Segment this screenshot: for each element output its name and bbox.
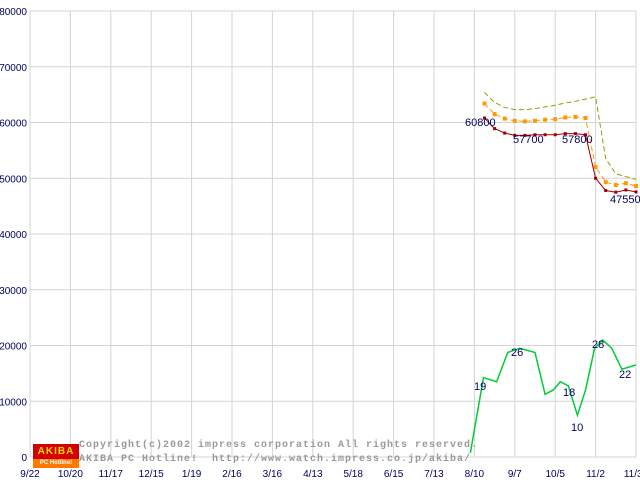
shop-count-line bbox=[469, 338, 637, 453]
x-axis-label: 6/15 bbox=[384, 469, 404, 480]
y-axis-label: 20000 bbox=[0, 342, 27, 353]
lowest-price-marker bbox=[634, 190, 638, 194]
average-price-marker bbox=[583, 116, 588, 121]
copyright-text: Copyright(c)2002 impress corporation All… bbox=[79, 440, 479, 451]
average-price-marker bbox=[573, 114, 578, 119]
x-axis-label: 8/10 bbox=[465, 469, 485, 480]
data-point-label: 47550 bbox=[610, 194, 640, 206]
data-point-label: 18 bbox=[563, 387, 575, 399]
data-point-label: 57800 bbox=[562, 134, 593, 146]
x-axis-label: 5/18 bbox=[343, 469, 363, 480]
lowest-price-marker bbox=[624, 188, 628, 192]
logo-pc-hotline-text: PC Hotline! bbox=[33, 459, 79, 468]
average-price-marker bbox=[623, 181, 628, 186]
x-axis-label: 2/16 bbox=[222, 469, 242, 480]
data-point-label: 28 bbox=[592, 339, 604, 351]
logo-akiba-text: AKIBA bbox=[33, 444, 79, 459]
y-axis-label: 40000 bbox=[0, 230, 27, 241]
average-price-marker bbox=[613, 182, 618, 187]
average-price-marker bbox=[553, 117, 558, 122]
data-point-label: 26 bbox=[511, 347, 523, 359]
lowest-price-marker bbox=[503, 131, 507, 135]
lowest-price-marker bbox=[483, 116, 486, 120]
average-price-marker bbox=[492, 112, 497, 117]
y-axis-label: 60000 bbox=[0, 119, 27, 130]
data-point-label: 19 bbox=[474, 381, 486, 393]
lowest-price-marker bbox=[584, 133, 587, 137]
x-axis-label: 12/15 bbox=[139, 469, 164, 480]
lowest-price-marker bbox=[563, 132, 567, 136]
y-axis-label: 80000 bbox=[0, 7, 27, 18]
data-point-label: 57700 bbox=[513, 134, 544, 146]
average-price-marker bbox=[502, 116, 507, 121]
x-axis-label: 11/2 bbox=[586, 469, 605, 480]
lowest-price-line bbox=[484, 117, 637, 193]
x-axis-label: 3/16 bbox=[263, 469, 283, 480]
x-axis-label: 11/17 bbox=[99, 469, 124, 480]
akiba-pc-hotline-logo: AKIBA PC Hotline! bbox=[33, 444, 79, 468]
y-axis-label: 70000 bbox=[0, 63, 27, 74]
average-price-marker bbox=[482, 101, 487, 106]
average-price-marker bbox=[543, 117, 548, 122]
x-axis-label: 7/13 bbox=[424, 469, 444, 480]
lowest-price-marker bbox=[513, 133, 517, 137]
lowest-price-marker bbox=[543, 133, 547, 137]
lowest-price-marker bbox=[553, 133, 557, 137]
average-price-marker bbox=[603, 180, 608, 185]
data-point-label: 60800 bbox=[465, 117, 496, 129]
average-price-marker bbox=[593, 165, 598, 170]
x-axis-label: 4/13 bbox=[303, 469, 323, 480]
average-price-marker bbox=[533, 118, 537, 123]
x-axis-label: 9/7 bbox=[508, 469, 522, 480]
x-axis-label: 1/19 bbox=[182, 469, 202, 480]
data-point-label: 22 bbox=[619, 369, 631, 381]
x-axis-label: 10/20 bbox=[58, 469, 83, 480]
average-price-line bbox=[484, 103, 637, 187]
lowest-price-marker bbox=[573, 132, 577, 136]
y-axis-label: 30000 bbox=[0, 286, 27, 297]
y-axis-label: 0 bbox=[21, 453, 27, 464]
average-price-marker bbox=[522, 119, 527, 124]
site-url-text: AKIBA PC Hotline! http://www.watch.impre… bbox=[79, 454, 472, 465]
data-point-label: 10 bbox=[571, 422, 583, 434]
average-price-marker bbox=[563, 115, 568, 120]
lowest-price-marker bbox=[604, 189, 608, 193]
average-price-marker bbox=[634, 184, 638, 189]
y-axis-label: 50000 bbox=[0, 174, 27, 185]
lowest-price-marker bbox=[493, 127, 497, 131]
lowest-price-marker bbox=[523, 133, 527, 137]
highest-price-line bbox=[484, 92, 637, 180]
x-axis-label: 9/22 bbox=[20, 469, 40, 480]
x-axis-label: 10/5 bbox=[545, 469, 565, 480]
average-price-marker bbox=[512, 118, 517, 123]
y-axis-label: 10000 bbox=[0, 397, 27, 408]
lowest-price-marker bbox=[614, 190, 618, 194]
lowest-price-marker bbox=[533, 133, 537, 137]
lowest-price-marker bbox=[594, 176, 598, 180]
x-axis-label: 11/30 bbox=[624, 469, 640, 480]
